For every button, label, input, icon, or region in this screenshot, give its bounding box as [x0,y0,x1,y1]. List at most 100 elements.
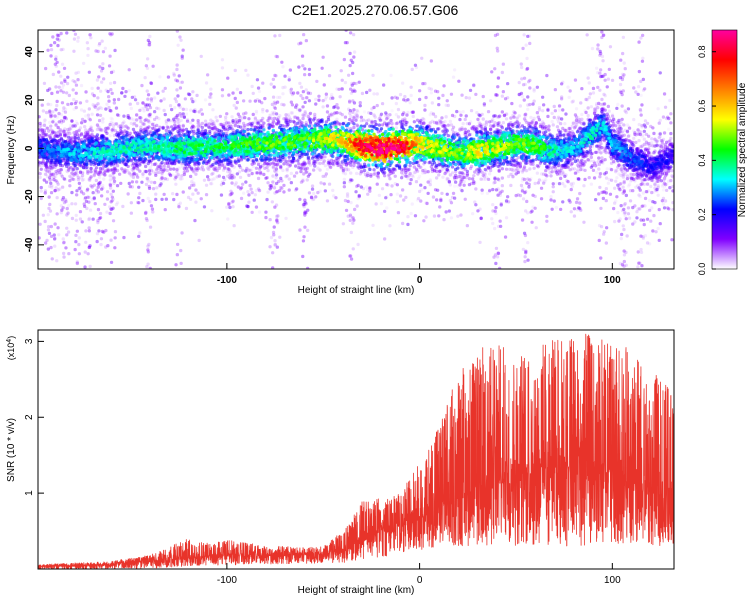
spectrogram-cell [339,69,343,73]
spectrogram-cell [333,105,337,109]
spectrogram-cell [129,211,133,215]
spectrogram-cell [615,168,619,173]
spectrogram-cell [220,163,225,167]
spectrogram-cell [74,213,78,217]
spectrogram-cell [148,266,152,269]
spectrogram-cell [323,155,327,159]
spectrogram-cell [515,116,519,120]
spectrogram-cell [473,200,477,204]
spectrogram-cell [148,120,152,124]
spectrogram-cell [573,78,578,82]
spectrogram-cell [529,176,533,180]
spectrogram-cell [211,128,215,132]
spectrogram-cell [361,186,366,191]
spectrogram-cell [634,133,638,137]
spectrogram-cell [508,121,512,125]
spectrogram-cell [641,133,645,137]
spectrogram-cell [446,103,450,108]
spectrogram-cell [127,88,131,93]
spectrogram-cell [303,167,308,171]
spectrogram-cell [500,176,504,180]
spectrogram-cell [495,46,499,50]
spectrogram-cell [649,219,653,223]
spectrogram-cell [359,169,363,174]
spectrogram-cell [351,165,355,169]
spectrogram-cell [203,98,208,102]
spectrogram-cell [388,224,392,228]
spectrogram-cell [389,118,393,123]
spectrogram-cell [185,118,190,122]
spectrogram-cell [389,193,393,197]
spectrogram-cell [285,162,289,166]
spectrogram-cell [493,209,497,213]
spectrogram-cell [245,167,249,171]
spectrogram-cell [278,114,282,118]
spectrogram-cell [209,182,213,186]
spectrogram-cell [658,222,662,226]
spectrogram-cell [275,100,280,104]
spectrogram-cell [353,89,357,93]
spectrogram-cell [91,103,95,107]
spectrogram-cell [634,140,638,145]
spectrogram-cell [574,118,579,122]
spectrogram-cell [482,174,486,179]
spectrogram-cell [343,172,348,176]
spectrogram-cell [271,251,275,255]
spectrogram-cell [111,175,115,179]
spectrogram-cell [617,122,621,126]
spectrogram-cell [204,193,209,197]
spectrogram-cell [273,34,277,38]
spectrogram-cell [329,96,333,101]
spectrogram-cell [580,117,584,121]
spectrogram-cell [597,223,602,228]
spectrogram-cell [46,88,50,93]
spectrogram-cell [409,211,413,216]
spectrogram-cell [210,126,214,130]
spectrogram-cell [335,111,339,115]
spectrogram-cell [515,119,519,123]
spectrogram-cell [408,164,412,168]
spectrogram-cell [623,128,627,132]
spectrogram-cell [495,255,500,259]
spectrogram-cell [550,207,554,211]
spectrogram-cell [422,219,426,223]
spectrogram-cell [351,247,355,251]
spectrogram-cell [394,101,398,106]
spectrogram-cell [199,54,203,58]
spectrogram-cell [557,108,562,112]
spectrogram-cell [604,191,608,195]
spectrogram-cell [472,180,476,184]
spectrogram-cell [656,193,660,197]
spectrogram-cell [250,210,254,214]
spectrogram-cell [338,95,342,99]
spectrogram-cell [586,76,590,80]
spectrogram-cell [555,125,560,129]
spectrogram-cell [238,91,243,95]
spectrogram-cell [667,116,671,121]
spectrogram-cell [270,110,274,114]
spectrogram-cell [165,168,169,172]
spectrogram-cell [227,93,231,97]
spectrogram-cell [668,139,672,143]
spectrogram-cell [156,91,160,95]
spectrogram-cell [119,126,123,130]
spectrogram-cell [528,86,532,90]
spectrogram-cell [425,201,429,206]
spectrogram-cell [100,172,104,176]
spectrogram-cell [265,161,269,165]
spectrogram-cell [388,113,392,117]
spectrogram-cell [223,177,227,182]
spectrogram-cell [401,173,405,178]
spectrogram-cell [65,81,70,86]
spectrogram-cell [109,238,113,242]
spectrogram-cell [227,167,231,171]
spectrogram-cell [163,167,167,171]
spectrogram-cell [149,180,154,184]
spectrogram-cell [623,214,627,218]
spectrogram-cell [457,79,461,83]
spectrogram-cell [670,174,674,178]
spectrogram-cell [204,81,209,85]
spectrogram-cell [408,101,412,105]
spectrogram-cell [197,238,201,243]
spectrogram-cell [109,186,113,190]
